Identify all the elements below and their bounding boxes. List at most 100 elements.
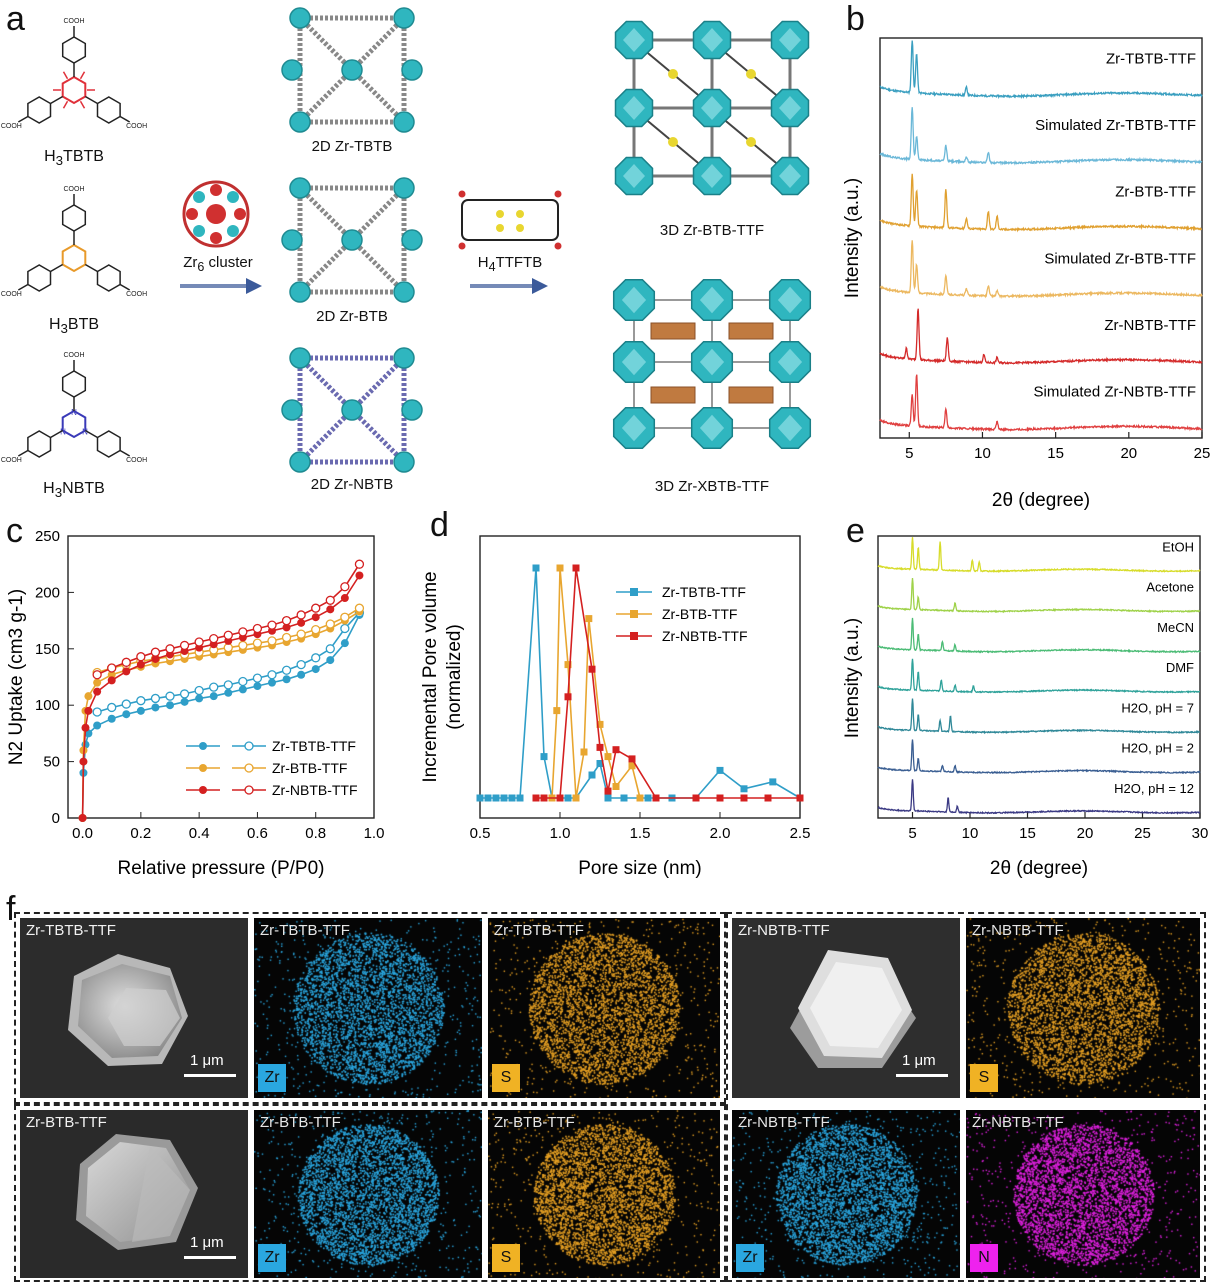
x-axis-label: Pore size (nm) xyxy=(578,858,702,879)
pore-point xyxy=(572,564,580,572)
desorption-point xyxy=(107,663,117,673)
x-tick-label: 10 xyxy=(962,825,979,842)
ligand-btb-bond xyxy=(50,263,64,273)
layer-tbtb-node xyxy=(341,59,363,81)
adsorption-point xyxy=(107,670,116,679)
pore-point xyxy=(740,794,748,802)
y-tick-label: 150 xyxy=(35,641,60,658)
pxrd-trace xyxy=(879,173,1202,233)
pore-point xyxy=(716,766,724,774)
x-tick-label: 1.5 xyxy=(630,825,651,842)
frame-nbtb xyxy=(726,912,1206,1282)
framework-btb-ttf-s xyxy=(668,137,678,147)
chart-b-pxrd: 5 10 15 20 25 Zr-TBTB-TTF Simulated Zr-TBTB-TT… xyxy=(842,37,1211,511)
layer-tbtb-node xyxy=(401,59,423,81)
zr6-cluster-atom xyxy=(226,224,239,237)
ligand-tbtb-methyl xyxy=(79,100,86,109)
pxrd-label: H2O, pH = 12 xyxy=(1114,781,1194,796)
desorption-point xyxy=(209,682,219,692)
pore-point xyxy=(636,794,644,802)
pore-point xyxy=(596,760,604,767)
layer-tbtb-linker xyxy=(298,68,354,124)
x-tick-label: 1.0 xyxy=(364,825,385,842)
legend-label: Zr-NBTB-TTF xyxy=(662,628,748,644)
sem-image-nbtb: Zr-NBTB-TTF 1 μm xyxy=(732,918,960,1098)
layer-tbtb-node xyxy=(393,111,415,133)
ligand-nbtb-bond xyxy=(17,449,29,457)
adsorption-point xyxy=(122,710,131,719)
element-badge: Zr xyxy=(258,1064,286,1092)
element-badge: S xyxy=(492,1244,520,1272)
pore-point xyxy=(716,794,724,802)
pxrd-label: Acetone xyxy=(1146,580,1194,595)
desorption-point xyxy=(354,603,365,613)
adsorption-point xyxy=(107,714,116,723)
eds-map-btb-s: Zr-BTB-TTF S xyxy=(488,1110,720,1278)
desorption-point xyxy=(194,685,204,696)
ttf-linker-o xyxy=(554,190,562,198)
ligand-btb: COOH COOH COOH xyxy=(1,186,147,298)
pore-point xyxy=(740,785,748,793)
x-axis-label: 2θ (degree) xyxy=(990,858,1088,879)
pore-point xyxy=(644,794,652,802)
ligand-tbtb-bond xyxy=(50,95,64,105)
arrow-linker-head xyxy=(532,278,548,294)
adsorption-point xyxy=(151,703,160,712)
adsorption-point xyxy=(81,723,90,732)
desorption-point xyxy=(325,595,335,605)
eds-map-label: Zr-TBTB-TTF xyxy=(260,922,350,939)
x-tick-label: 2.5 xyxy=(790,825,811,842)
layer-nbtb xyxy=(281,347,423,473)
ttf-linker-s xyxy=(496,210,504,218)
pore-point xyxy=(516,794,524,802)
ttf-linker-s xyxy=(516,224,524,232)
scalebar-nbtb xyxy=(896,1074,948,1077)
layer-nbtb-node xyxy=(281,399,303,421)
pxrd-trace xyxy=(877,739,1201,775)
pxrd-label: DMF xyxy=(1166,660,1194,675)
adsorption-point xyxy=(297,618,306,627)
element-badge: N xyxy=(970,1244,998,1272)
pore-point xyxy=(596,720,604,728)
framework-xbtb-ttf-cluster-facet xyxy=(699,286,725,314)
y-tick-label: 0 xyxy=(52,810,60,827)
framework-btb-ttf-cluster-facet xyxy=(701,28,723,52)
desorption-point xyxy=(179,689,190,699)
ligand-tbtb-bond xyxy=(119,115,131,123)
desorption-point xyxy=(296,659,306,670)
legend-marker xyxy=(630,632,638,640)
arrow-linker xyxy=(470,278,548,294)
ligand-btb-cooh: COOH xyxy=(126,291,147,298)
framework-btb-ttf-cluster-facet xyxy=(779,96,801,120)
x-tick-label: 0.5 xyxy=(470,825,491,842)
adsorption-point xyxy=(166,701,174,710)
ligand-nbtb-ring xyxy=(27,430,52,458)
zr6-cluster-atom xyxy=(234,208,246,220)
framework-btb-ttf-cluster-facet xyxy=(701,96,723,120)
layer-tbtb-node xyxy=(289,7,311,29)
arrow-cluster-head xyxy=(246,278,262,294)
legend-label: Zr-NBTB-TTF xyxy=(272,782,358,798)
x-tick-label: 20 xyxy=(1120,445,1137,462)
panel-letter-d: d xyxy=(430,506,449,544)
pore-point xyxy=(508,794,516,802)
legend-label: Zr-TBTB-TTF xyxy=(272,738,356,754)
layer-btb-node xyxy=(289,281,311,303)
x-tick-label: 25 xyxy=(1194,445,1211,462)
pore-point xyxy=(604,794,612,802)
element-badge: S xyxy=(492,1064,520,1092)
pore-point xyxy=(540,753,548,761)
desorption-point xyxy=(281,665,292,675)
pore-point xyxy=(572,794,580,802)
framework-xbtb-ttf-cluster-facet xyxy=(699,348,725,376)
pxrd-label: Simulated Zr-NBTB-TTF xyxy=(1033,384,1196,401)
desorption-point xyxy=(267,636,277,646)
pore-point xyxy=(588,665,596,673)
ligand-nbtb-bond xyxy=(84,429,98,439)
ligand-btb-ring xyxy=(61,243,87,273)
layer-btb-node xyxy=(393,177,415,199)
plot-frame xyxy=(879,37,1203,439)
ligand-nbtb-n-atom: N xyxy=(60,428,66,437)
plot-frame xyxy=(67,535,375,819)
eds-map-label: Zr-NBTB-TTF xyxy=(972,922,1064,939)
